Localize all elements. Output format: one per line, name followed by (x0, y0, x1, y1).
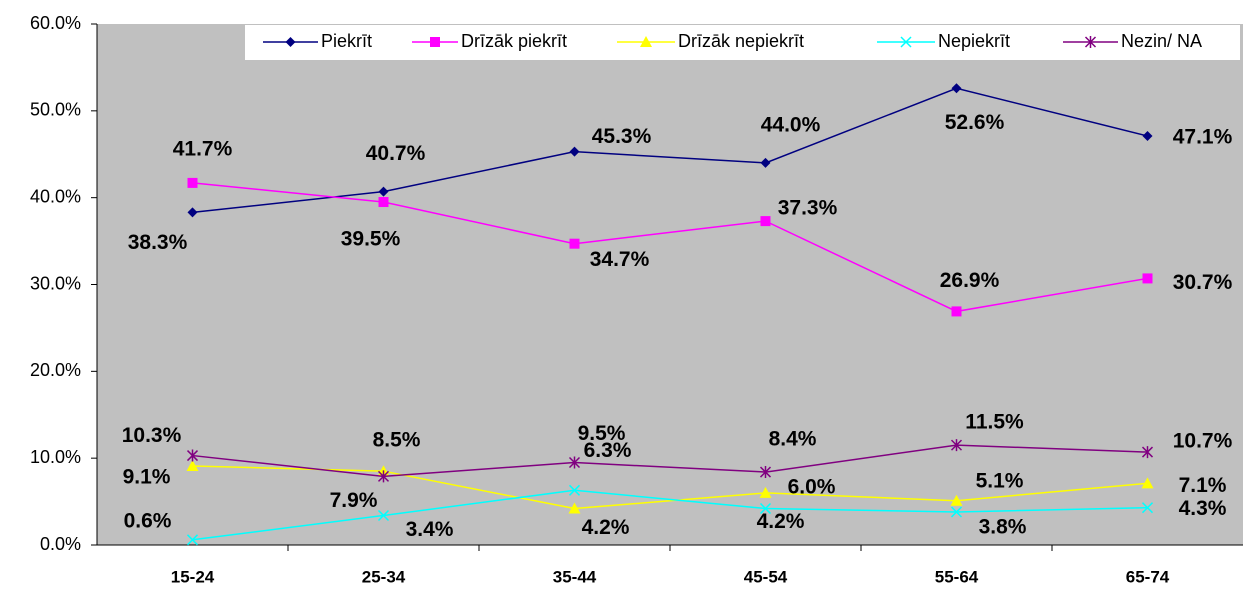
value-label: 5.1% (976, 469, 1024, 492)
legend-label: Drīzāk nepiekrīt (678, 31, 804, 51)
marker (1142, 273, 1153, 284)
y-tick-label: 0.0% (40, 534, 81, 554)
marker (950, 439, 963, 452)
value-label: 47.1% (1173, 126, 1233, 149)
value-label: 37.3% (778, 197, 838, 220)
legend-label: Nezin/ NA (1121, 31, 1202, 51)
y-tick-label: 40.0% (30, 186, 81, 206)
y-tick-label: 50.0% (30, 100, 81, 120)
marker (186, 449, 199, 462)
x-tick-label: 45-54 (744, 567, 788, 586)
value-label: 40.7% (366, 142, 426, 165)
value-label: 10.3% (122, 424, 182, 447)
value-label: 11.5% (965, 411, 1024, 434)
marker (568, 502, 581, 514)
value-label: 9.1% (123, 466, 171, 489)
marker (951, 306, 962, 317)
marker (377, 470, 390, 483)
y-tick-label: 10.0% (30, 447, 81, 467)
marker (186, 459, 199, 471)
marker (759, 486, 772, 498)
value-label: 8.4% (769, 428, 817, 451)
series-line (192, 489, 1148, 541)
value-label: 41.7% (173, 137, 233, 160)
marker (950, 506, 963, 518)
marker (568, 456, 581, 469)
marker (950, 494, 963, 506)
value-label: 26.9% (940, 269, 1000, 292)
marker (187, 207, 198, 218)
y-tick-label: 20.0% (30, 360, 81, 380)
value-label: 44.0% (761, 113, 821, 136)
legend-label: Drīzāk piekrīt (461, 31, 567, 51)
marker (900, 36, 912, 48)
x-tick-label: 65-74 (1126, 567, 1170, 586)
value-label: 6.3% (584, 439, 632, 462)
legend-label: Piekrīt (321, 31, 372, 51)
marker (569, 238, 580, 249)
marker (378, 186, 389, 197)
x-tick-label: 55-64 (935, 567, 979, 586)
marker (568, 484, 581, 496)
marker (430, 37, 440, 47)
y-tick-label: 30.0% (30, 273, 81, 293)
value-label: 39.5% (341, 228, 401, 251)
value-label: 10.7% (1173, 430, 1233, 453)
value-label: 4.3% (1179, 497, 1227, 520)
value-label: 0.6% (124, 509, 172, 532)
value-label: 9.5% (578, 422, 626, 445)
marker (1141, 477, 1154, 489)
value-label: 7.1% (1179, 474, 1227, 497)
marker (1084, 36, 1097, 48)
marker (569, 146, 580, 157)
value-label: 3.4% (406, 518, 454, 541)
series-line (192, 465, 1148, 510)
marker (1141, 502, 1154, 514)
x-tick-label: 25-34 (362, 567, 406, 586)
value-label: 45.3% (592, 125, 652, 148)
marker (378, 197, 389, 208)
marker (760, 157, 771, 168)
marker (951, 83, 962, 94)
value-label: 3.8% (979, 516, 1027, 539)
marker (377, 509, 390, 522)
marker (760, 216, 771, 227)
series-line (192, 444, 1148, 478)
value-label: 34.7% (590, 248, 650, 271)
y-tick-label: 60.0% (30, 13, 81, 33)
value-label: 38.3% (128, 231, 188, 254)
x-tick-label: 15-24 (171, 567, 215, 586)
value-label: 52.6% (945, 111, 1005, 134)
value-label: 7.9% (330, 489, 378, 512)
value-label: 6.0% (788, 475, 836, 498)
legend-label: Nepiekrīt (938, 31, 1010, 51)
marker (1141, 446, 1154, 459)
marker (187, 177, 198, 188)
marker (759, 502, 772, 515)
series-line (192, 87, 1148, 214)
x-tick-label: 35-44 (553, 567, 597, 586)
plot-area (97, 24, 1243, 545)
marker (640, 36, 652, 47)
series-line (192, 182, 1148, 313)
marker (285, 37, 296, 47)
marker (186, 534, 199, 546)
value-label: 30.7% (1173, 271, 1233, 294)
marker (759, 466, 772, 479)
marker (1142, 131, 1153, 142)
value-label: 8.5% (373, 429, 421, 452)
value-label: 4.2% (582, 516, 630, 539)
value-label: 4.2% (757, 510, 805, 533)
